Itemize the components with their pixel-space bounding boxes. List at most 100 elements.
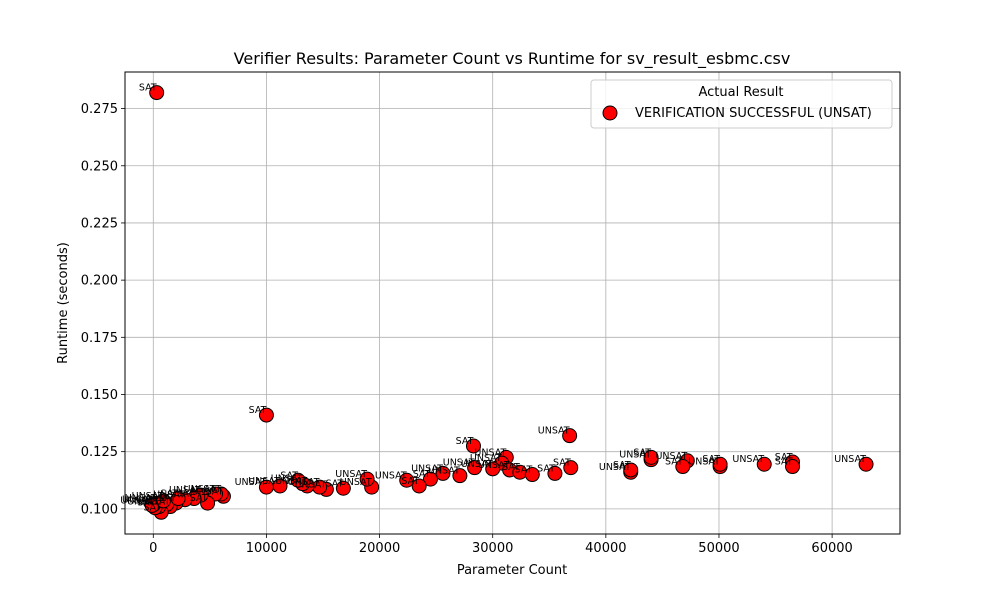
data-point-label: SAT	[515, 465, 533, 476]
data-point-label: SAT	[401, 476, 419, 487]
y-tick-label: 0.250	[81, 159, 118, 174]
data-points	[144, 85, 874, 520]
data-point	[785, 459, 801, 475]
data-point-label: SAT	[502, 462, 520, 473]
data-point	[547, 465, 563, 481]
data-point-label: SAT	[160, 489, 178, 500]
data-point-label: UNSAT	[340, 477, 372, 488]
y-axis-title: Runtime (seconds)	[56, 242, 71, 364]
x-tick-label: 50000	[698, 541, 739, 556]
x-tick-label: 60000	[811, 541, 852, 556]
data-point	[756, 456, 772, 472]
data-point-label: UNSAT	[132, 491, 164, 502]
grid-lines	[125, 72, 900, 534]
data-point-label: SAT	[149, 494, 167, 505]
data-point-label: UNSAT	[248, 476, 280, 487]
data-point-label: UNSAT	[411, 463, 443, 474]
data-point-label: UNSAT	[335, 469, 367, 480]
y-tick-label: 0.225	[81, 216, 118, 231]
data-point-label: UNSAT	[478, 460, 510, 471]
data-point	[149, 85, 165, 101]
data-point-label: UNSAT	[688, 457, 720, 468]
data-point	[170, 491, 186, 507]
data-point-label: UNSAT	[599, 462, 631, 473]
data-point-label: SAT	[553, 458, 571, 469]
y-tick-label: 0.150	[81, 388, 118, 403]
data-point-label: UNSAT	[375, 470, 407, 481]
data-point-label: SAT	[665, 457, 683, 468]
x-tick-label: 40000	[585, 541, 626, 556]
data-point	[623, 462, 639, 478]
data-point	[422, 471, 438, 487]
data-point-label: UNSAT	[538, 426, 570, 437]
data-point	[290, 472, 306, 488]
x-tick-label: 20000	[359, 541, 400, 556]
legend: Actual Result VERIFICATION SUCCESSFUL (U…	[590, 79, 893, 129]
data-point-label: SAT	[280, 470, 298, 481]
data-point	[712, 456, 728, 472]
data-point-label: SAT	[326, 478, 344, 489]
data-point-label: SAT	[456, 436, 474, 447]
data-point-label: UNSAT	[235, 477, 267, 488]
data-point-label: UNSAT	[295, 479, 327, 490]
data-point-label: SAT	[137, 498, 155, 509]
legend-box	[590, 79, 893, 129]
data-point	[467, 460, 483, 476]
data-point-label: UNSAT	[288, 477, 320, 488]
legend-entry: VERIFICATION SUCCESSFUL (UNSAT)	[635, 106, 872, 121]
data-point-label: UNSAT	[169, 485, 201, 496]
data-point	[562, 428, 578, 444]
data-point	[858, 456, 874, 472]
data-point	[399, 472, 415, 488]
y-tick-label: 0.125	[81, 445, 118, 460]
data-point-label: UNSAT	[474, 447, 506, 458]
data-point	[155, 493, 171, 509]
data-point-label: UNSAT	[275, 476, 307, 487]
data-point	[411, 478, 427, 494]
x-tick-label: 10000	[246, 541, 287, 556]
data-point-label: SAT	[413, 469, 431, 480]
data-point	[258, 479, 274, 495]
data-point	[675, 459, 691, 475]
data-point	[524, 467, 540, 483]
y-tick-label: 0.100	[81, 502, 118, 517]
data-point-label: SAT	[190, 493, 208, 504]
data-point-label: SAT	[537, 463, 555, 474]
data-point-label: UNSAT	[428, 466, 460, 477]
plot-frame	[124, 71, 901, 535]
data-point-label: UNSAT	[461, 459, 493, 470]
data-point-label: UNSAT	[470, 453, 502, 464]
data-point	[258, 407, 274, 423]
x-axis-title: Parameter Count	[457, 563, 567, 578]
axis-ticks: 0 10000 20000 30000 40000 50000 60000 0.100 0.12…	[81, 102, 853, 556]
data-point	[465, 438, 481, 454]
data-point-label: UNSAT	[834, 454, 866, 465]
data-point-label: SAT	[176, 489, 194, 500]
data-point	[563, 460, 579, 476]
data-point-label: UNSAT	[271, 474, 303, 485]
data-point-label: SAT	[158, 493, 176, 504]
data-point-label: SAT	[633, 447, 651, 458]
y-tick-label: 0.275	[81, 102, 118, 117]
data-point-label: SAT	[249, 405, 267, 416]
data-point	[452, 468, 468, 484]
y-tick-label: 0.175	[81, 331, 118, 346]
data-point-label: UNSAT	[732, 454, 764, 465]
data-point	[359, 471, 375, 487]
data-point-label: SAT	[775, 457, 793, 468]
data-point-label: SAT	[702, 454, 720, 465]
legend-marker	[602, 105, 618, 121]
data-point-label: UNSAT	[184, 484, 216, 495]
data-point-label: SAT	[143, 502, 161, 513]
y-tick-label: 0.200	[81, 274, 118, 289]
data-point-label: UNSAT	[138, 497, 170, 508]
data-point	[435, 465, 451, 481]
data-point-label: UNSAT	[619, 450, 651, 461]
data-point	[643, 449, 659, 465]
data-point-label: UNSAT	[120, 495, 152, 506]
x-tick-label: 30000	[472, 541, 513, 556]
data-point-label: UNSAT	[192, 486, 224, 497]
data-point-label: UNSAT	[122, 494, 154, 505]
